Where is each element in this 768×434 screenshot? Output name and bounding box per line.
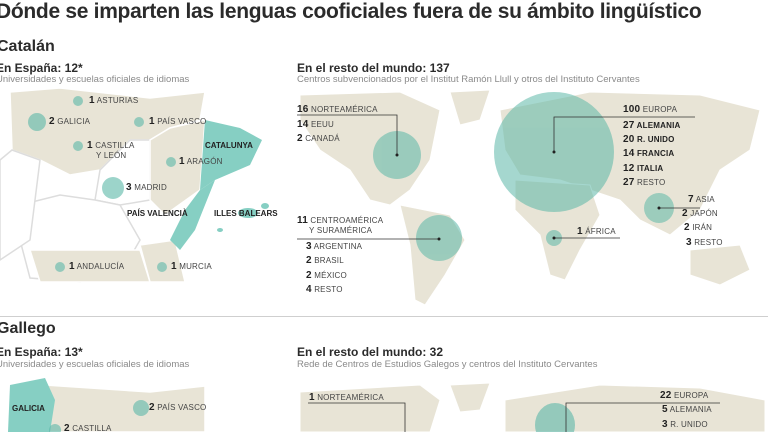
label-iran: 2 IRÁN: [684, 222, 713, 233]
region-label-andalucia: 1 ANDALUCÍA: [69, 261, 125, 272]
catalan-spain-description: Universidades y escuelas oficiales de id…: [0, 74, 190, 85]
region-label-asturias: 1 ASTURIAS: [89, 95, 139, 106]
label-suramerica-resto: 4 RESTO: [306, 284, 343, 295]
region-label-castilla-leon: 1 CASTILLA Y LEÓN: [87, 140, 135, 161]
catalan-world-description: Centros subvencionados por el Institut R…: [297, 74, 640, 85]
label-italia: 12 ITALIA: [623, 163, 664, 174]
label-brasil: 2 BRASIL: [306, 255, 344, 266]
leader-lines-catalan: [297, 114, 700, 240]
label-canada: 2 CANADÁ: [297, 133, 340, 144]
spain-map-catalan: [0, 87, 206, 283]
home-region-galicia: GALICIA: [12, 404, 45, 413]
gallego-label-castilla: 2 CASTILLA: [64, 423, 112, 434]
gallego-label-alemania: 5 ALEMANIA: [662, 404, 712, 415]
gallego-spain-title: En España: 13*: [0, 345, 83, 359]
gallego-spain-description: Universidades y escuelas oficiales de id…: [0, 359, 190, 370]
galicia-home-region: [8, 378, 55, 432]
home-region-catalunya: CATALUNYA: [205, 141, 253, 150]
label-europa: 100 EUROPA: [623, 104, 678, 115]
region-label-madrid: 3 MADRID: [126, 182, 167, 193]
label-mexico: 2 MÉXICO: [306, 270, 347, 281]
gallego-world-title: En el resto del mundo: 32: [297, 345, 444, 359]
gallego-label-norteamerica: 1 NORTEAMÉRICA: [309, 392, 384, 403]
label-alemania: 27 ALEMANIA: [623, 120, 681, 131]
catalan-world-title: En el resto del mundo: 137: [297, 61, 450, 75]
label-asia: 7 ASIA: [688, 194, 715, 205]
label-africa: 1 ÁFRICA: [577, 226, 616, 237]
gallego-label-europa: 22 EUROPA: [660, 390, 709, 401]
catalan-heading: Catalán: [0, 38, 55, 55]
infographic-title: Dónde se imparten las lenguas cooficiale…: [0, 0, 702, 23]
label-eeuu: 14 EEUU: [297, 119, 334, 130]
gallego-heading: Gallego: [0, 320, 56, 337]
label-japon: 2 JAPÓN: [682, 208, 718, 219]
home-region-illes-balears: ILLES BALEARS: [214, 209, 278, 218]
region-label-pais-vasco: 1 PAÍS VASCO: [149, 116, 207, 127]
region-label-aragon: 1 ARAGÓN: [179, 156, 223, 167]
spain-circles-catalan: [28, 96, 176, 272]
region-label-murcia: 1 MURCIA: [171, 261, 212, 272]
gallego-world-description: Rede de Centros de Estudios Galegos y ce…: [297, 359, 598, 370]
gallego-label-pais-vasco: 2 PAÍS VASCO: [149, 402, 207, 413]
label-francia: 14 FRANCIA: [623, 148, 675, 159]
label-asia-resto: 3 RESTO: [686, 237, 723, 248]
label-reino-unido: 20 R. UNIDO: [623, 134, 675, 145]
label-centro-suramerica: 11 CENTROAMÉRICA Y SURAMÉRICA: [297, 215, 384, 236]
section-divider: [0, 316, 768, 317]
catalan-spain-title: En España: 12*: [0, 61, 83, 75]
label-europa-resto: 27 RESTO: [623, 177, 666, 188]
home-region-pais-valencia: PAÍS VALENCIÀ: [127, 209, 188, 218]
spain-home-regions-catalan: [170, 120, 269, 250]
label-argentina: 3 ARGENTINA: [306, 241, 363, 252]
gallego-label-reino-unido: 3 R. UNIDO: [662, 419, 708, 430]
label-norteamerica: 16 NORTEAMÉRICA: [297, 104, 378, 115]
region-label-galicia: 2 GALICIA: [49, 116, 91, 127]
